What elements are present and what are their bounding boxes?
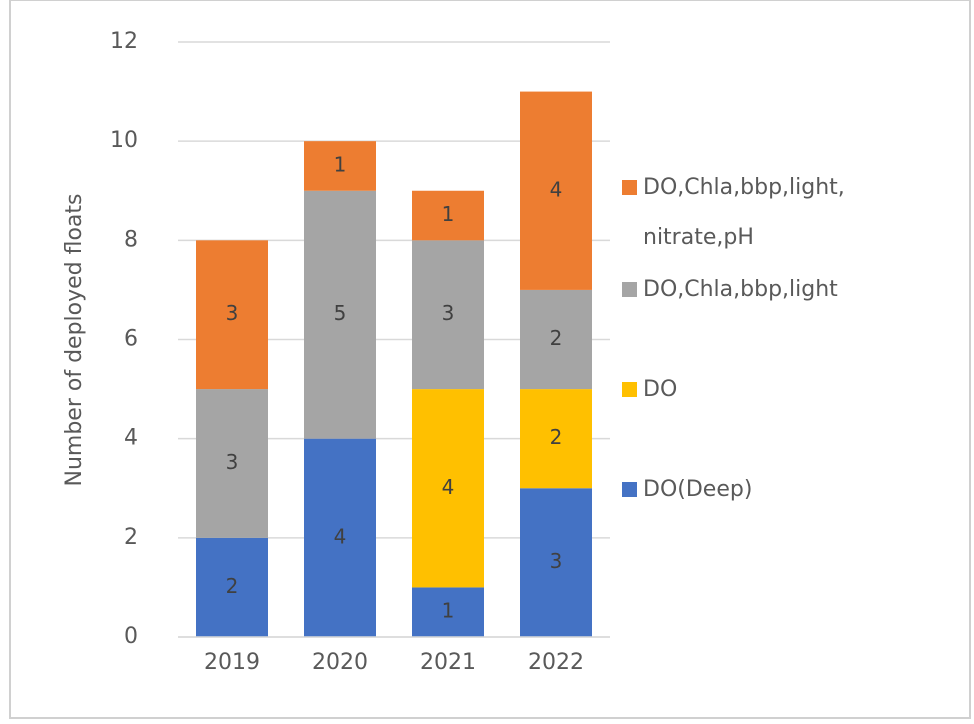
data-label: 3 — [442, 301, 455, 325]
data-label: 5 — [334, 301, 347, 325]
legend-label: DO — [643, 377, 677, 402]
y-tick-label: 4 — [124, 426, 138, 451]
bar-segment — [520, 488, 592, 637]
bar-segment — [412, 587, 484, 637]
x-tick-label: 2021 — [420, 650, 476, 675]
y-tick-label: 2 — [124, 525, 138, 550]
bar-segment — [196, 389, 268, 538]
bar-segment — [412, 190, 484, 241]
x-tick-label: 2020 — [312, 650, 368, 675]
legend-label: DO,Chla,bbp,light, nitrate,pH — [643, 175, 845, 250]
data-label: 2 — [550, 425, 563, 449]
legend-label: DO(Deep) — [643, 477, 752, 502]
legend-swatch — [622, 382, 637, 397]
bar-segment — [412, 240, 484, 390]
data-label: 1 — [334, 152, 347, 176]
bar-segment — [304, 190, 376, 439]
x-tick-label: 2022 — [528, 650, 584, 675]
y-tick-label: 6 — [124, 327, 138, 352]
bar-segment — [412, 389, 484, 588]
bar-segment — [304, 438, 376, 637]
y-axis-label: Number of deployed floats — [62, 193, 87, 486]
data-label: 1 — [442, 202, 455, 226]
legend-swatch — [622, 482, 637, 497]
bar-segment — [520, 289, 592, 390]
bar-segment — [196, 537, 268, 637]
frame — [9, 0, 971, 719]
bar-segment — [520, 91, 592, 290]
bar-segment — [520, 389, 592, 489]
y-tick-label: 10 — [110, 128, 138, 153]
legend-label: DO,Chla,bbp,light — [643, 277, 838, 302]
data-label: 3 — [550, 549, 563, 573]
data-label: 3 — [226, 450, 239, 474]
data-label: 3 — [226, 301, 239, 325]
data-label: 4 — [550, 177, 563, 201]
bar-segment — [196, 240, 268, 390]
legend-swatch — [622, 282, 637, 297]
y-tick-label: 12 — [110, 29, 138, 54]
bar-segment — [304, 141, 376, 191]
data-label: 4 — [442, 475, 455, 499]
y-tick-label: 8 — [124, 227, 138, 252]
y-tick-label: 0 — [124, 624, 138, 649]
legend-swatch — [622, 180, 637, 195]
data-label: 4 — [334, 524, 347, 548]
data-label: 2 — [226, 574, 239, 598]
data-label: 1 — [442, 599, 455, 623]
x-tick-label: 2019 — [204, 650, 260, 675]
data-label: 2 — [550, 326, 563, 350]
